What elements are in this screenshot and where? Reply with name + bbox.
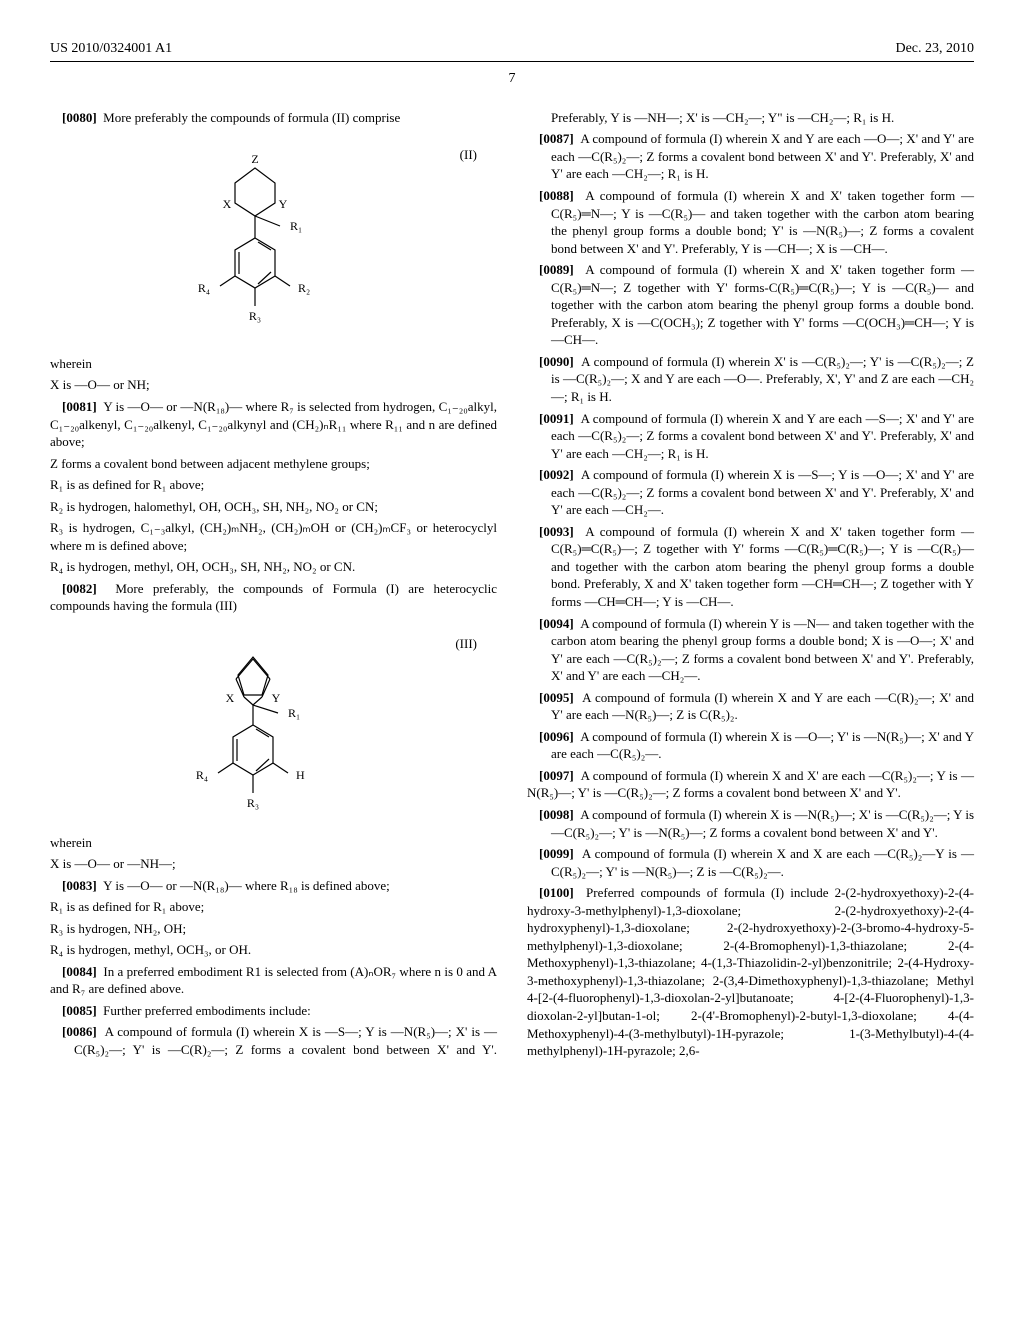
r4-def-2: R₄ is hydrogen, methyl, OCH₃, or OH. — [50, 941, 497, 959]
formula-II-label: (II) — [460, 146, 477, 164]
para-num: [0100] — [539, 885, 574, 900]
r3-def: R₃ is hydrogen, C₁₋₃alkyl, (CH₂)ₘNH₂, (C… — [50, 519, 497, 554]
wherein-1: wherein — [50, 355, 497, 373]
para-num: [0084] — [62, 964, 97, 979]
svg-text:X: X — [222, 197, 231, 211]
para-num: [0091] — [539, 411, 574, 426]
svg-text:R₄: R₄ — [195, 768, 207, 782]
para-0082: [0082] More preferably, the compounds of… — [50, 580, 497, 615]
formula-III-figure: (III) X Y R₁ — [50, 627, 497, 822]
r2-def: R₂ is hydrogen, halomethyl, OH, OCH₃, SH… — [50, 498, 497, 516]
svg-text:R₃: R₃ — [249, 309, 261, 323]
para-0096: [0096] A compound of formula (I) wherein… — [551, 728, 974, 763]
para-0092: [0092] A compound of formula (I) wherein… — [551, 466, 974, 519]
para-num: [0081] — [62, 399, 97, 414]
page-number: 7 — [50, 70, 974, 89]
body-content: [0080] More preferably the compounds of … — [50, 109, 974, 1061]
para-num: [0094] — [539, 616, 574, 631]
para-0093: [0093] A compound of formula (I) wherein… — [551, 523, 974, 611]
para-num: [0095] — [539, 690, 574, 705]
para-num: [0086] — [62, 1024, 97, 1039]
formula-III-label: (III) — [455, 635, 477, 653]
page-header| loc: US 2010/0324001 A1 Dec. 23, 2010 — [50, 40, 974, 62]
para-0088: [0088] A compound of formula (I) wherein… — [551, 187, 974, 257]
para-0091: [0091] A compound of formula (I) wherein… — [551, 410, 974, 463]
para-0084: [0084] In a preferred embodiment R1 is s… — [50, 963, 497, 998]
r4-def: R₄ is hydrogen, methyl, OH, OCH₃, SH, NH… — [50, 558, 497, 576]
para-0087: [0087] A compound of formula (I) wherein… — [551, 130, 974, 183]
svg-text:H: H — [296, 768, 305, 782]
svg-text:Y: Y — [278, 197, 287, 211]
svg-text:Z: Z — [251, 152, 258, 166]
para-num: [0090] — [539, 354, 574, 369]
para-0095: [0095] A compound of formula (I) wherein… — [551, 689, 974, 724]
para-0098: [0098] A compound of formula (I) wherein… — [551, 806, 974, 841]
para-0097: [0097] A compound of formula (I) wherein… — [527, 767, 974, 802]
para-num: [0087] — [539, 131, 574, 146]
structure-III-svg: X Y R₁ H R₃ R₄ — [178, 627, 328, 817]
svg-text:R₃: R₃ — [247, 796, 259, 810]
svg-text:R₁: R₁ — [288, 706, 300, 720]
svg-text:Y: Y — [271, 691, 280, 705]
r3-def-2: R₃ is hydrogen, NH₂, OH; — [50, 920, 497, 938]
r1-def-2: R₁ is as defined for R₁ above; — [50, 898, 497, 916]
para-num: [0088] — [539, 188, 574, 203]
para-num: [0085] — [62, 1003, 97, 1018]
para-0094: [0094] A compound of formula (I) wherein… — [551, 615, 974, 685]
svg-text:R₄: R₄ — [198, 281, 210, 295]
formula-II-figure: (II) Z X Y R₁ R₂ — [50, 138, 497, 343]
para-num: [0099] — [539, 846, 574, 861]
svg-text:R₂: R₂ — [298, 281, 310, 295]
para-num: [0080] — [62, 110, 97, 125]
para-num: [0082] — [62, 581, 97, 596]
structure-II-svg: Z X Y R₁ R₂ R₃ R₄ — [180, 138, 330, 338]
z-def: Z forms a covalent bond between adjacent… — [50, 455, 497, 473]
para-0080: [0080] More preferably the compounds of … — [50, 109, 497, 127]
para-0089: [0089] A compound of formula (I) wherein… — [551, 261, 974, 349]
x-def-1: X is —O— or NH; — [50, 376, 497, 394]
para-num: [0098] — [539, 807, 574, 822]
para-num: [0089] — [539, 262, 574, 277]
wherein-2: wherein — [50, 834, 497, 852]
para-num: [0092] — [539, 467, 574, 482]
para-0085: [0085] Further preferred embodiments inc… — [50, 1002, 497, 1020]
para-0100: [0100] Preferred compounds of formula (I… — [527, 884, 974, 1059]
para-num: [0093] — [539, 524, 574, 539]
publication-number: US 2010/0324001 A1 — [50, 40, 172, 59]
x-def-2: X is —O— or —NH—; — [50, 855, 497, 873]
para-num: [0097] — [539, 768, 574, 783]
svg-text:R₁: R₁ — [290, 219, 302, 233]
para-0083: [0083] Y is —O— or —N(R₁₈)— where R₁₈ is… — [50, 877, 497, 895]
para-num: [0083] — [62, 878, 97, 893]
para-num: [0096] — [539, 729, 574, 744]
para-0081: [0081] Y is —O— or —N(R₁₈)— where R₇ is … — [50, 398, 497, 451]
para-0099: [0099] A compound of formula (I) wherein… — [551, 845, 974, 880]
r1-def: R₁ is as defined for R₁ above; — [50, 476, 497, 494]
publication-date: Dec. 23, 2010 — [895, 40, 974, 59]
svg-text:X: X — [225, 691, 234, 705]
para-0090: [0090] A compound of formula (I) wherein… — [551, 353, 974, 406]
